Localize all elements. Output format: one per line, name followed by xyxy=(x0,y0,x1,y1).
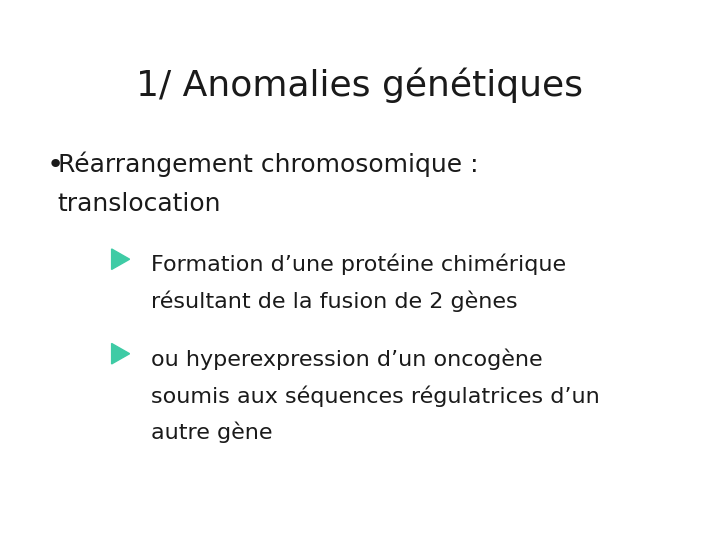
Text: soumis aux séquences régulatrices d’un: soumis aux séquences régulatrices d’un xyxy=(151,385,600,407)
Text: translocation: translocation xyxy=(58,192,221,215)
Text: autre gène: autre gène xyxy=(151,422,273,443)
Text: •: • xyxy=(47,151,64,179)
Text: 1/ Anomalies génétiques: 1/ Anomalies génétiques xyxy=(137,68,583,103)
Text: résultant de la fusion de 2 gènes: résultant de la fusion de 2 gènes xyxy=(151,291,518,312)
Text: Réarrangement chromosomique :: Réarrangement chromosomique : xyxy=(58,151,478,177)
Text: ou hyperexpression d’un oncogène: ou hyperexpression d’un oncogène xyxy=(151,348,543,370)
Text: Formation d’une protéine chimérique: Formation d’une protéine chimérique xyxy=(151,254,567,275)
